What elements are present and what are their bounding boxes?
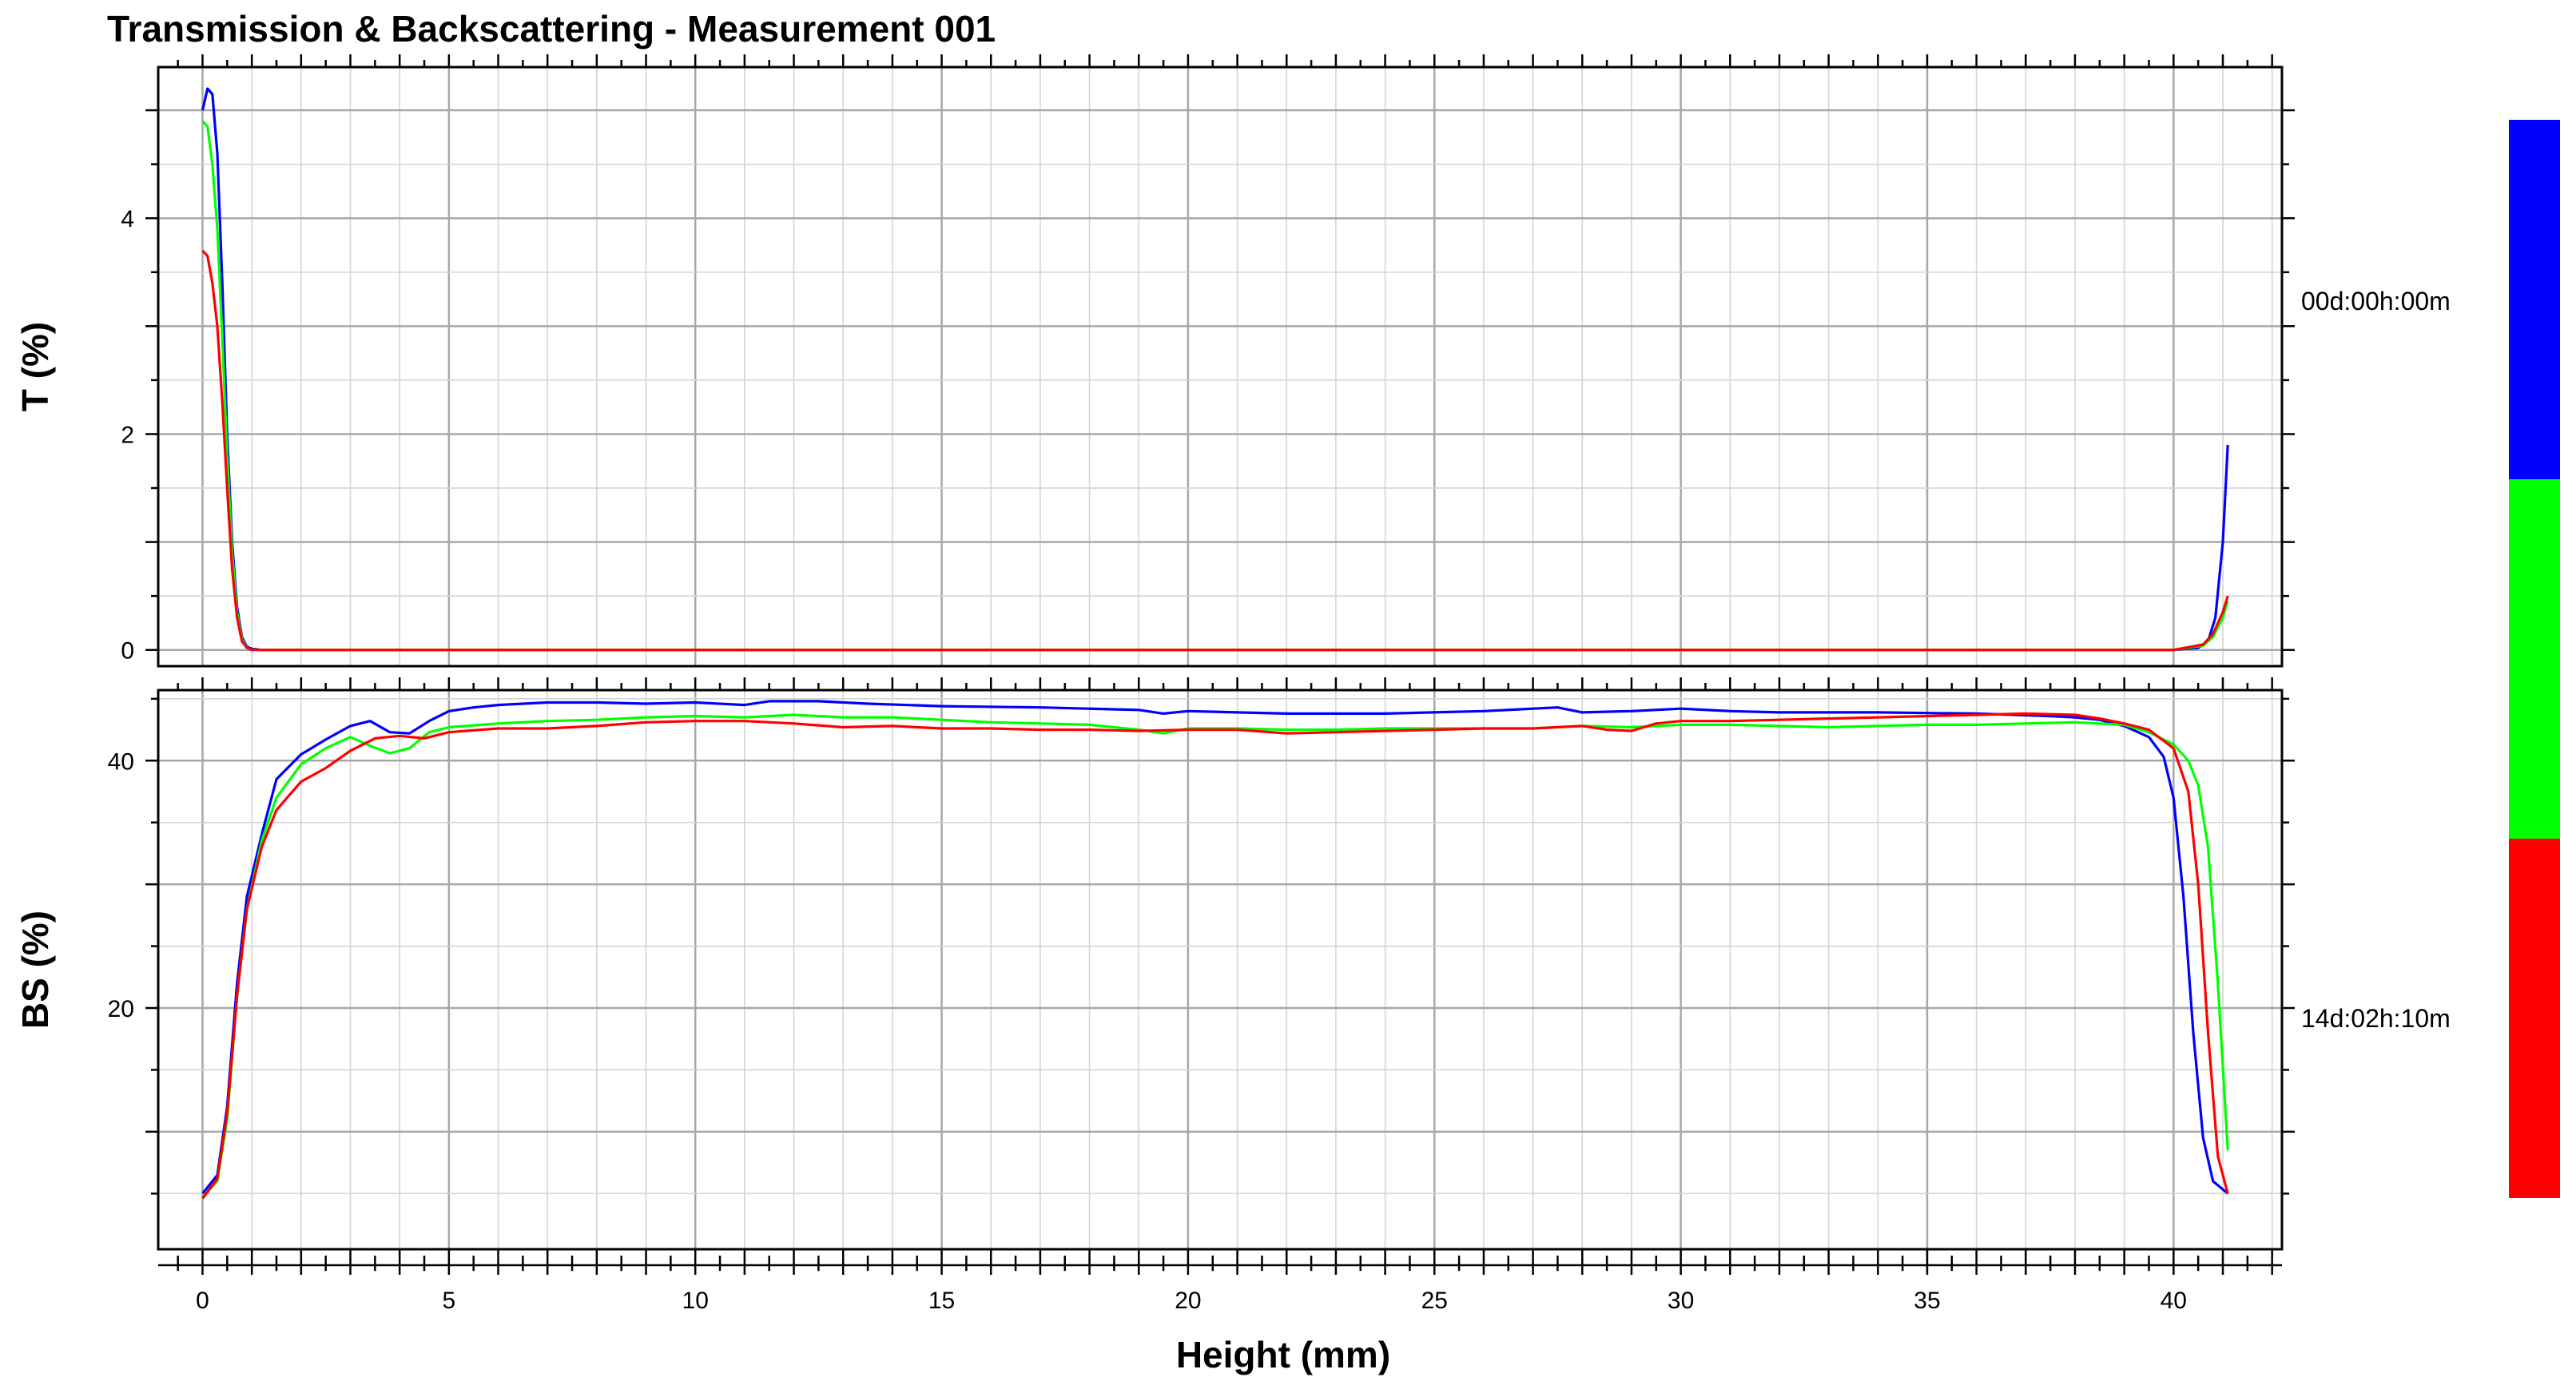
legend-red-segment [2509, 839, 2560, 1198]
x-tick-label: 30 [1668, 1288, 1694, 1314]
transmission-ticks: 0 2 4 [121, 54, 2295, 665]
x-tick-label: 15 [928, 1288, 955, 1314]
y-tick-label: 0 [121, 638, 134, 665]
red-series-line [201, 249, 2229, 652]
transmission-panel: 0 2 4 T (%) [14, 54, 2295, 668]
x-axis: 0 5 10 15 20 25 30 35 40 [158, 1249, 2282, 1314]
y-tick-label: 2 [121, 422, 134, 448]
x-axis-label: Height (mm) [1176, 1334, 1390, 1375]
transmission-grid [158, 67, 2282, 666]
transmission-series [201, 87, 2229, 652]
x-tick-label: 20 [1175, 1288, 1201, 1314]
legend-blue-segment [2509, 120, 2560, 479]
time-legend: 00d:00h:00m 14d:02h:10m [2301, 120, 2560, 1198]
x-tick-label: 35 [1914, 1288, 1940, 1314]
x-tick-label: 0 [196, 1288, 209, 1314]
blue-series-line [201, 700, 2229, 1195]
backscattering-series [201, 700, 2229, 1200]
backscattering-y-axis-label: BS (%) [14, 911, 56, 1029]
x-tick-label: 5 [443, 1288, 456, 1314]
transmission-plot-area [158, 67, 2282, 666]
x-tick-label: 25 [1421, 1288, 1448, 1314]
y-tick-label: 20 [108, 996, 134, 1022]
y-tick-label: 4 [121, 206, 134, 232]
chart-title: Transmission & Backscattering - Measurem… [107, 8, 996, 50]
legend-color-bar [2509, 120, 2560, 1198]
backscattering-grid [158, 690, 2282, 1249]
legend-start-time: 00d:00h:00m [2301, 287, 2451, 316]
x-tick-label: 40 [2161, 1288, 2187, 1314]
transmission-y-axis-label: T (%) [14, 322, 56, 411]
red-series-line [201, 712, 2229, 1200]
legend-end-time: 14d:02h:10m [2301, 1004, 2451, 1033]
backscattering-plot-area [158, 690, 2282, 1249]
x-tick-label: 10 [682, 1288, 709, 1314]
y-tick-label: 40 [108, 748, 134, 775]
legend-green-segment [2509, 479, 2560, 839]
transmission-frame [157, 65, 2284, 668]
backscattering-frame [157, 689, 2284, 1251]
